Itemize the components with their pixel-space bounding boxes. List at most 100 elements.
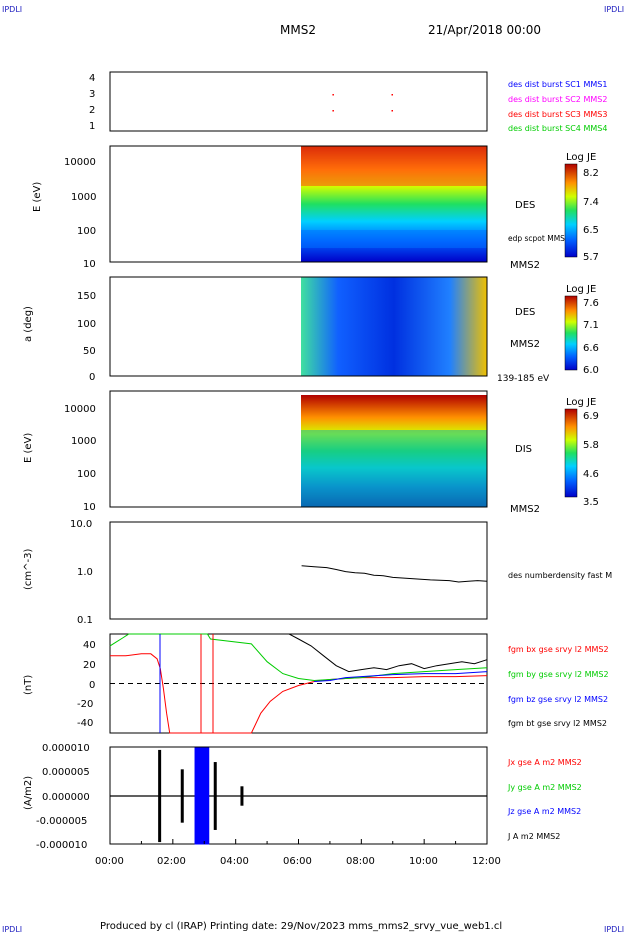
time-tick-6: 12:00 — [472, 856, 501, 867]
des-energy-spacecraft: MMS2 — [510, 260, 540, 271]
colorbar2-tick-0: 7.6 — [583, 298, 599, 309]
current-legend-j: J A m2 MMS2 — [507, 832, 560, 841]
bfield-series-line-3 — [288, 633, 488, 673]
current-legend-jx: Jx gse A m2 MMS2 — [507, 758, 582, 767]
bfield-legend-bx: fgm bx gse srvy l2 MMS2 — [508, 645, 609, 654]
colorbar2-tick-3: 6.0 — [583, 365, 599, 376]
current-ytick-2: 0.000000 — [42, 792, 90, 803]
colorbar1-tick-1: 7.4 — [583, 197, 599, 208]
legend-sc3: des dist burst SC3 MMS3 — [508, 110, 607, 119]
corner-mark-top-right: IPDLI — [604, 5, 624, 14]
des-energy-ytick-10000: 10000 — [64, 157, 96, 168]
current-spike-3 — [199, 747, 210, 845]
colorbar2-tick-2: 6.6 — [583, 343, 599, 354]
colorbar1-title: Log JE — [566, 152, 596, 163]
bfield-series-line-2 — [314, 671, 488, 682]
dis-energy-spacecraft: MMS2 — [510, 504, 540, 515]
sc-ytick-4: 4 — [89, 73, 95, 84]
bfield-series-line-1 — [109, 633, 488, 682]
time-tick-1: 02:00 — [157, 856, 186, 867]
colorbar3-tick-3: 3.5 — [583, 497, 599, 508]
des-pad-ytick-50: 50 — [83, 346, 96, 357]
density-series-line — [301, 565, 488, 583]
bfield-legend-by: fgm by gse srvy l2 MMS2 — [508, 670, 609, 679]
colorbar1-tick-2: 6.5 — [583, 225, 599, 236]
current-ytick-0: 0.000010 — [42, 743, 90, 754]
current-ytick-4: -0.000010 — [36, 840, 87, 851]
bfield-series-line-0 — [110, 653, 488, 734]
colorbar2-title: Log JE — [566, 284, 596, 295]
des-pad-label: DES — [515, 307, 535, 318]
dis-energy-ytick-100: 100 — [77, 469, 96, 480]
colorbar3 — [564, 408, 578, 498]
time-tick-2: 04:00 — [220, 856, 249, 867]
panel-sc-position: 4 3 2 1 des dist burst SC1 MMS1 des dist… — [89, 71, 607, 133]
panel-current-density: (A/m2) 0.000010 0.000005 0.000000 -0.000… — [23, 743, 582, 851]
bfield-legend-bt: fgm bt gse srvy l2 MMS2 — [508, 719, 607, 728]
density-ytick-0.1: 0.1 — [77, 615, 93, 626]
legend-sc4: des dist burst SC4 MMS4 — [508, 124, 607, 133]
time-tick-4: 08:00 — [346, 856, 375, 867]
current-legend-jy: Jy gse A m2 MMS2 — [507, 783, 582, 792]
current-ytick-3: -0.000005 — [36, 816, 87, 827]
density-ytick-10: 10.0 — [70, 519, 92, 530]
legend-sc2: des dist burst SC2 MMS2 — [508, 95, 607, 104]
colorbar3-tick-2: 4.6 — [583, 469, 599, 480]
des-energy-sublabel: edp scpot MMS2 — [508, 234, 570, 243]
time-tick-5: 10:00 — [409, 856, 438, 867]
bfield-ytick-0: 0 — [89, 680, 95, 691]
des-pitch-angle-spectrogram — [301, 277, 487, 376]
sc-burst-point-1 — [332, 110, 334, 112]
corner-mark-top-left: IPDLI — [2, 5, 22, 14]
colorbar3-title: Log JE — [566, 397, 596, 408]
des-energy-ytick-100: 100 — [77, 226, 96, 237]
dis-energy-ylabel: E (eV) — [23, 433, 34, 463]
colorbar3-tick-1: 5.8 — [583, 440, 599, 451]
current-legend-jz: Jz gse A m2 MMS2 — [507, 807, 581, 816]
current-spike-1 — [180, 769, 184, 823]
sc-ytick-2: 2 — [89, 105, 95, 116]
des-pad-ytick-150: 150 — [77, 291, 96, 302]
panel-magnetic-field: (nT) 40 20 0 -20 -40 fgm bx gse srvy l2 … — [23, 633, 609, 734]
des-energy-ytick-1000: 1000 — [71, 192, 96, 203]
current-spike-5 — [240, 786, 244, 806]
sc-burst-point-0 — [332, 94, 334, 96]
current-spike-4 — [213, 762, 217, 830]
bfield-ytick-20: 20 — [83, 660, 96, 671]
des-pad-ytick-0: 0 — [89, 372, 95, 383]
des-energy-ytick-10: 10 — [83, 259, 96, 270]
panel-density: (cm^-3) 10.0 1.0 0.1 des numberdensity f… — [23, 519, 612, 626]
sc-burst-point-3 — [391, 110, 393, 112]
density-ylabel: (cm^-3) — [23, 549, 34, 590]
des-energy-label: DES — [515, 200, 535, 211]
legend-sc1: des dist burst SC1 MMS1 — [508, 80, 607, 89]
bfield-ylabel: (nT) — [23, 675, 34, 695]
des-pad-energy-range: 139-185 eV — [497, 374, 550, 384]
plot-title: MMS2 — [280, 23, 316, 37]
panel-dis-energy: E (eV) 10000 1000 100 10 DIS MMS2 Log JE… — [23, 390, 599, 515]
panel-des-pitch-angle: a (deg) 150 100 50 0 DES MMS2 139-185 eV… — [23, 276, 599, 384]
sc-burst-point-2 — [391, 94, 393, 96]
corner-mark-bottom-right: IPDLI — [604, 925, 624, 934]
des-pad-ylabel: a (deg) — [23, 306, 34, 342]
dis-energy-ytick-10000: 10000 — [64, 404, 96, 415]
des-pad-spacecraft: MMS2 — [510, 339, 540, 350]
colorbar2-tick-1: 7.1 — [583, 320, 599, 331]
time-tick-3: 06:00 — [283, 856, 312, 867]
dis-energy-label: DIS — [515, 444, 532, 455]
bfield-ytick-40: 40 — [83, 640, 96, 651]
colorbar1-tick-0: 8.2 — [583, 168, 599, 179]
density-ytick-1: 1.0 — [77, 567, 93, 578]
colorbar3-tick-0: 6.9 — [583, 411, 599, 422]
sc-ytick-3: 3 — [89, 89, 95, 100]
bfield-legend-bz: fgm bz gse srvy l2 MMS2 — [508, 695, 608, 704]
des-energy-ylabel: E (eV) — [32, 182, 43, 212]
dis-energy-ytick-1000: 1000 — [71, 436, 96, 447]
panel-des-energy: E (eV) 10000 1000 100 10 DES edp scpot M… — [32, 145, 599, 271]
current-ytick-1: 0.000005 — [42, 767, 90, 778]
corner-mark-bottom-left: IPDLI — [2, 925, 22, 934]
time-axis — [109, 839, 488, 844]
footer-text: Produced by cl (IRAP) Printing date: 29/… — [100, 921, 502, 932]
dis-energy-ytick-10: 10 — [83, 502, 96, 513]
